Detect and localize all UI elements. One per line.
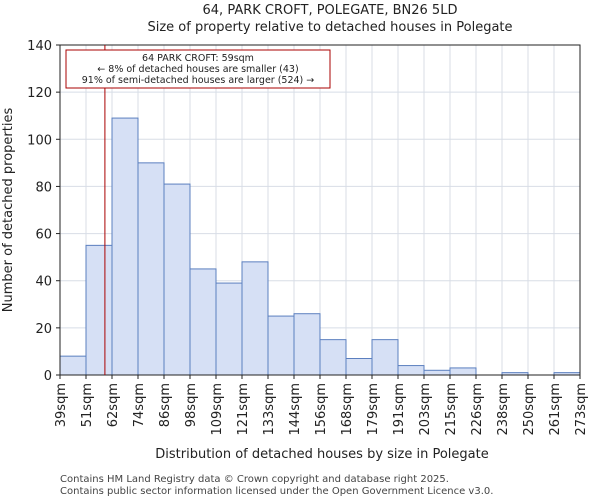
x-ticks: 39sqm 51sqm 62sqm 74sqm 86sqm 98sqm 109sqm 121s… bbox=[54, 375, 589, 436]
bar-215sqm bbox=[449, 367, 477, 376]
bar-179sqm bbox=[371, 339, 399, 376]
x-tick-label: 133sqm bbox=[262, 383, 277, 436]
y-tick-label: 60 bbox=[35, 228, 52, 243]
y-tick-label: 140 bbox=[27, 39, 52, 54]
x-tick-label: 273sqm bbox=[574, 383, 589, 436]
x-tick-label: 203sqm bbox=[418, 383, 433, 436]
bar-144sqm bbox=[293, 313, 321, 376]
bar-133sqm bbox=[267, 315, 295, 376]
x-tick-label: 109sqm bbox=[210, 383, 225, 436]
y-tick-label: 0 bbox=[44, 369, 52, 384]
y-ticks: 0 20 40 60 80 100 120 140 bbox=[27, 39, 60, 384]
x-tick-label: 226sqm bbox=[470, 383, 485, 436]
y-tick-label: 120 bbox=[27, 86, 52, 101]
bar-121sqm bbox=[241, 261, 269, 376]
bar-86sqm bbox=[163, 183, 191, 376]
x-tick-label: 39sqm bbox=[54, 383, 69, 427]
bar-203sqm bbox=[423, 369, 451, 376]
footer-line-2: Contains public sector information licen… bbox=[60, 486, 494, 497]
x-axis-label: Distribution of detached houses by size … bbox=[155, 447, 488, 462]
bar-39sqm bbox=[59, 355, 87, 376]
x-tick-label: 51sqm bbox=[80, 383, 95, 427]
annotation-box: 64 PARK CROFT: 59sqm ← 8% of detached ho… bbox=[65, 49, 331, 89]
annotation-line-1: 64 PARK CROFT: 59sqm bbox=[142, 53, 254, 64]
x-tick-label: 121sqm bbox=[236, 383, 251, 436]
footer-line-1: Contains HM Land Registry data © Crown c… bbox=[60, 474, 449, 485]
bar-191sqm bbox=[397, 365, 425, 376]
x-tick-label: 215sqm bbox=[444, 383, 459, 436]
bar-109sqm bbox=[215, 282, 243, 376]
annotation-border bbox=[65, 49, 331, 89]
x-tick-label: 156sqm bbox=[314, 383, 329, 436]
chart-subtitle: Size of property relative to detached ho… bbox=[147, 20, 512, 35]
x-tick-label: 86sqm bbox=[158, 383, 173, 427]
x-tick-label: 62sqm bbox=[106, 383, 121, 427]
chart: 64, PARK CROFT, POLEGATE, BN26 5LD Size … bbox=[1, 3, 589, 462]
x-tick-label: 144sqm bbox=[288, 383, 303, 436]
bar-156sqm bbox=[319, 339, 347, 376]
y-tick-label: 80 bbox=[35, 180, 52, 195]
bar-62sqm bbox=[111, 117, 139, 376]
y-tick-label: 100 bbox=[27, 133, 52, 148]
x-tick-label: 250sqm bbox=[522, 383, 537, 436]
y-axis-label: Number of detached properties bbox=[1, 108, 16, 313]
bar-74sqm bbox=[137, 162, 165, 376]
bar-168sqm bbox=[345, 358, 373, 376]
x-tick-label: 74sqm bbox=[132, 383, 147, 427]
chart-title: 64, PARK CROFT, POLEGATE, BN26 5LD bbox=[203, 3, 458, 18]
y-tick-label: 40 bbox=[35, 275, 52, 290]
x-tick-label: 168sqm bbox=[340, 383, 355, 436]
annotation-line-3: 91% of semi-detached houses are larger (… bbox=[82, 75, 315, 86]
x-tick-label: 191sqm bbox=[392, 383, 407, 436]
x-tick-label: 98sqm bbox=[184, 383, 199, 427]
x-tick-label: 179sqm bbox=[366, 383, 381, 436]
bars bbox=[59, 117, 581, 376]
x-tick-label: 238sqm bbox=[496, 383, 511, 436]
annotation-line-2: ← 8% of detached houses are smaller (43) bbox=[97, 64, 298, 75]
bar-98sqm bbox=[189, 268, 217, 376]
bar-51sqm bbox=[85, 244, 113, 376]
y-tick-label: 20 bbox=[35, 322, 52, 337]
x-tick-label: 261sqm bbox=[548, 383, 563, 436]
